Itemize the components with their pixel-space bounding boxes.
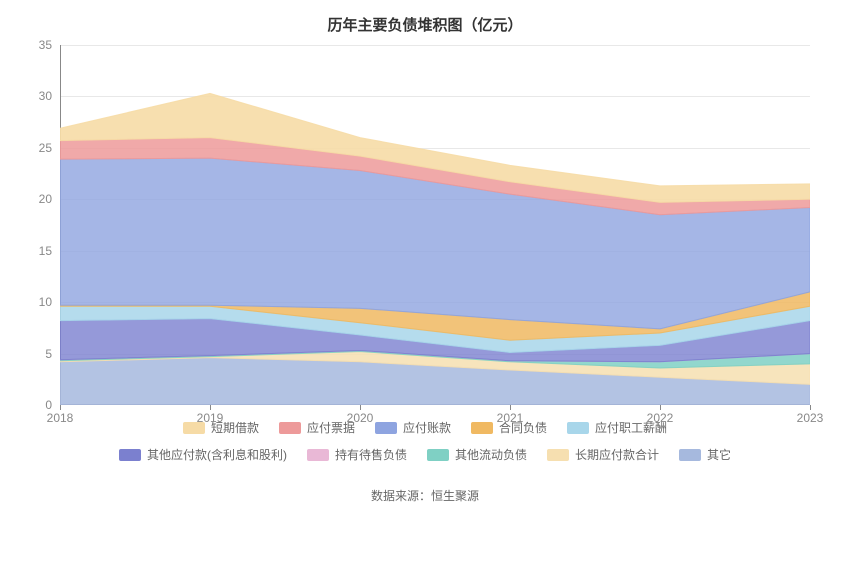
y-axis-label: 35: [39, 38, 60, 52]
source-name: 恒生聚源: [431, 489, 479, 503]
legend-label: 长期应付款合计: [575, 446, 659, 463]
legend-item[interactable]: 长期应付款合计: [547, 446, 659, 463]
y-axis-label: 15: [39, 244, 60, 258]
legend-item[interactable]: 应付票据: [279, 419, 355, 436]
chart-title: 历年主要负债堆积图（亿元）: [0, 0, 850, 45]
x-tick: [660, 405, 661, 410]
legend-swatch: [279, 422, 301, 434]
stacked-area-svg: [60, 45, 810, 405]
legend-item[interactable]: 持有待售负债: [307, 446, 407, 463]
x-tick: [60, 405, 61, 410]
source-prefix: 数据来源：: [371, 489, 431, 503]
x-tick: [360, 405, 361, 410]
legend-item[interactable]: 其它: [679, 446, 731, 463]
y-axis-label: 25: [39, 141, 60, 155]
legend-swatch: [547, 449, 569, 461]
legend-item[interactable]: 应付账款: [375, 419, 451, 436]
y-axis-label: 10: [39, 295, 60, 309]
legend-swatch: [471, 422, 493, 434]
legend-item[interactable]: 其他应付款(含利息和股利): [119, 446, 287, 463]
legend-swatch: [375, 422, 397, 434]
legend-swatch: [567, 422, 589, 434]
legend-swatch: [307, 449, 329, 461]
chart-legend: 短期借款应付票据应付账款合同负债应付职工薪酬其他应付款(含利息和股利)持有待售负…: [0, 405, 850, 479]
legend-label: 持有待售负债: [335, 446, 407, 463]
legend-swatch: [427, 449, 449, 461]
area-series: [60, 158, 810, 329]
legend-label: 应付账款: [403, 419, 451, 436]
legend-swatch: [679, 449, 701, 461]
y-axis-label: 20: [39, 192, 60, 206]
chart-container: 历年主要负债堆积图（亿元） 05101520253035201820192020…: [0, 0, 850, 574]
chart-plot-area: 05101520253035201820192020202120222023: [60, 45, 810, 405]
legend-swatch: [119, 449, 141, 461]
x-tick: [210, 405, 211, 410]
legend-label: 其他应付款(含利息和股利): [147, 446, 287, 463]
legend-label: 其他流动负债: [455, 446, 527, 463]
y-axis-label: 5: [45, 347, 60, 361]
legend-item[interactable]: 其他流动负债: [427, 446, 527, 463]
x-tick: [810, 405, 811, 410]
legend-label: 其它: [707, 446, 731, 463]
y-axis-label: 30: [39, 89, 60, 103]
x-tick: [510, 405, 511, 410]
data-source: 数据来源：恒生聚源: [0, 487, 850, 504]
